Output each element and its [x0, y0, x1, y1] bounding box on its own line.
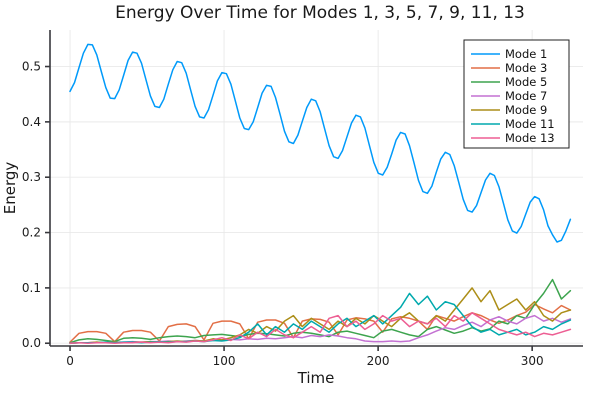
x-axis-label: Time — [297, 369, 335, 387]
chart-title: Energy Over Time for Modes 1, 3, 5, 7, 9… — [115, 3, 525, 23]
x-tick-label: 300 — [521, 354, 544, 368]
series-line — [69, 303, 572, 343]
axes: 0 100 200 300 0.0 0.1 0.2 0.3 0.4 0.5 — [22, 30, 583, 368]
legend-label: Mode 7 — [505, 89, 547, 103]
x-tick-label: 100 — [213, 354, 236, 368]
plot-series — [69, 43, 572, 344]
legend-box — [463, 39, 570, 149]
x-tick-label: 0 — [66, 354, 74, 368]
series-line — [69, 312, 572, 344]
legend-label: Mode 13 — [505, 131, 555, 145]
y-tick-label: 0.3 — [22, 170, 41, 184]
y-tick-label: 0.1 — [22, 281, 41, 295]
y-tick-label: 0.4 — [22, 115, 41, 129]
x-tick-label: 200 — [367, 354, 390, 368]
y-tick-label: 0.2 — [22, 226, 41, 240]
legend-label: Mode 1 — [505, 47, 547, 61]
legend-label: Mode 9 — [505, 103, 547, 117]
y-tick-label: 0.0 — [22, 336, 41, 350]
legend-label: Mode 3 — [505, 61, 547, 75]
series-line — [69, 43, 572, 243]
y-tick-label: 0.5 — [22, 60, 41, 74]
y-axis-label: Energy — [1, 162, 19, 215]
legend-label: Mode 11 — [505, 117, 555, 131]
legend-label: Mode 5 — [505, 75, 547, 89]
